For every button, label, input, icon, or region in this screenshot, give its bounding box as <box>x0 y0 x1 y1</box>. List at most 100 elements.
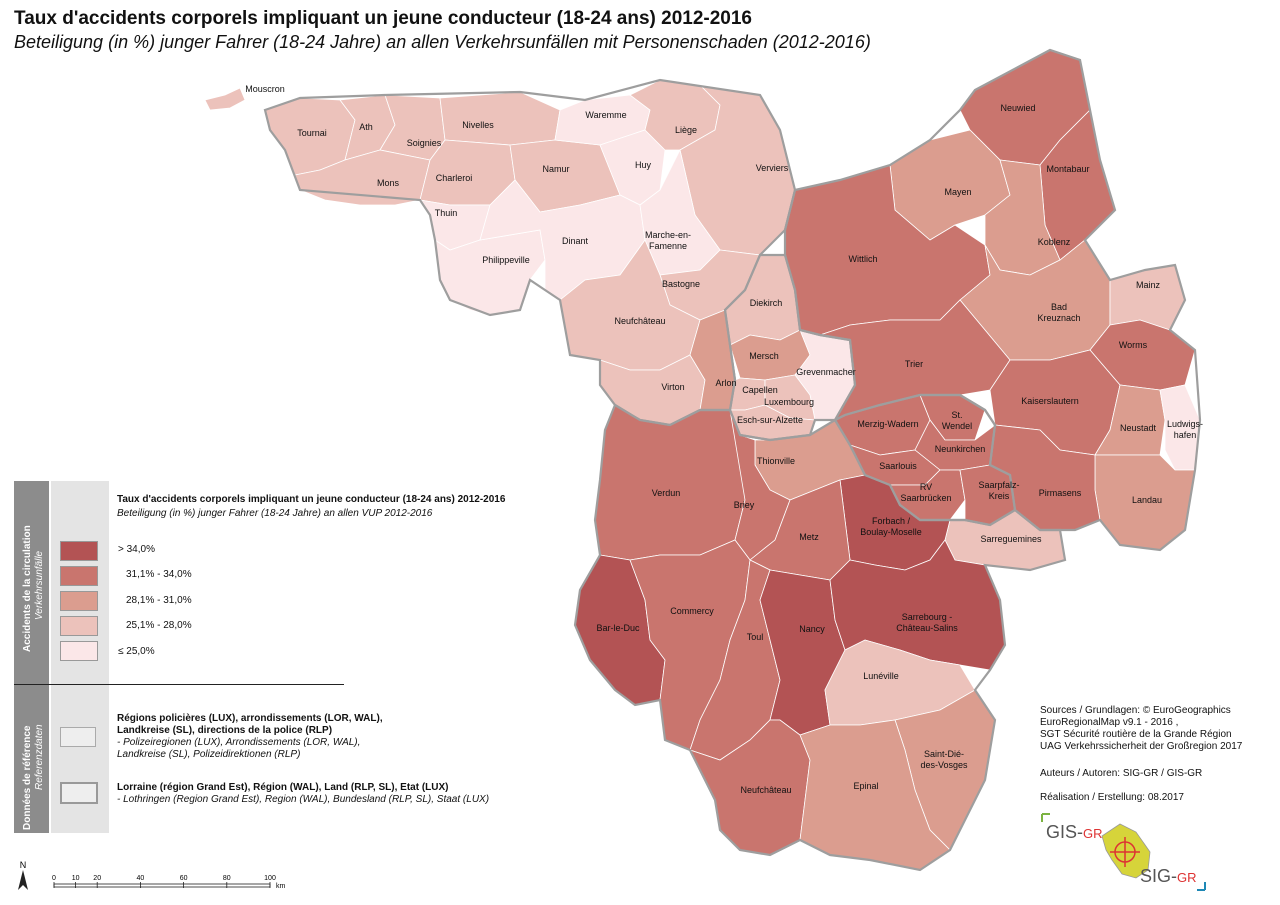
region-label: Mainz <box>1136 280 1161 290</box>
region-mouscron <box>204 87 246 111</box>
region-label: Huy <box>635 160 652 170</box>
legend-side-label-accidents-de: Verkehrsunfälle <box>34 550 45 620</box>
legend-swatch-5 <box>60 641 98 661</box>
region-label: Metz <box>799 532 819 542</box>
logo-gis-text: GIS-GR <box>1046 822 1103 842</box>
region-label: St. Wendel <box>942 410 972 431</box>
region-label: Sarrebourg -Château-Salins <box>896 612 958 633</box>
region-label: Landau <box>1132 495 1162 505</box>
legend-ref-thick-border <box>60 782 98 804</box>
region-label: Kaiserslautern <box>1021 396 1079 406</box>
region-label: Briey <box>734 500 755 510</box>
legend-side-label-reference-de: Referenzdaten <box>34 724 45 790</box>
authors-text: Auteurs / Autoren: SIG-GR / GIS-GR <box>1040 768 1203 779</box>
region-label: Neustadt <box>1120 423 1157 433</box>
north-label: N <box>20 860 27 870</box>
logo-sig-text: SIG-GR <box>1140 866 1197 886</box>
region-label: Thionville <box>757 456 795 466</box>
scale-unit: km <box>276 883 286 890</box>
state-borders <box>263 48 1202 872</box>
legend-swatch-4 <box>60 616 98 636</box>
region-label: RV Saarbrücken <box>900 482 951 503</box>
sources-block: Sources / Grundlagen: © EuroGeographics … <box>1040 705 1243 752</box>
region-label: Capellen <box>742 385 778 395</box>
scale-tick-label: 100 <box>264 875 276 882</box>
legend-class-1: > 34,0% <box>118 544 155 555</box>
region-label: Grevenmacher <box>796 367 856 377</box>
region-label: Toul <box>747 632 764 642</box>
region-label: Mersch <box>749 351 779 361</box>
region-label: Bar-le-Duc <box>596 623 640 633</box>
region-label: Verdun <box>652 488 681 498</box>
region-label: Ludwigs-hafen <box>1167 419 1203 440</box>
north-arrow-icon <box>18 870 28 890</box>
region-label: Liège <box>675 125 697 135</box>
region-label: Neufchâteau <box>614 316 665 326</box>
region-label: Bastogne <box>662 279 700 289</box>
region-label: Bad Kreuznach <box>1037 302 1080 323</box>
region-label: Philippeville <box>482 255 530 265</box>
legend-class-4: 25,1% - 28,0% <box>126 620 192 631</box>
region-label: Commercy <box>670 606 714 616</box>
region-label: Mayen <box>944 187 971 197</box>
legend-class-3: 28,1% - 31,0% <box>126 595 192 606</box>
region-label: Forbach / Boulay-Moselle <box>860 516 922 537</box>
legend-swatch-2 <box>60 566 98 586</box>
region-label: Ath <box>359 122 373 132</box>
legend-divider <box>14 684 344 685</box>
region-label: Trier <box>905 359 923 369</box>
legend-ref-2: Lorraine (région Grand Est), Région (WAL… <box>117 782 490 805</box>
region-label: Verviers <box>756 163 789 173</box>
legend-subtitle: Beteiligung (in %) junger Fahrer (18-24 … <box>117 508 433 519</box>
region-label: Neunkirchen <box>935 444 986 454</box>
region-label: Waremme <box>585 110 626 120</box>
legend-title: Taux d'accidents corporels impliquant un… <box>117 494 506 505</box>
region-label: Charleroi <box>436 173 473 183</box>
map-title: Taux d'accidents corporels impliquant un… <box>14 8 752 29</box>
region-label: Neuwied <box>1000 103 1035 113</box>
region-label: Dinant <box>562 236 589 246</box>
scale-tick-label: 60 <box>180 875 188 882</box>
legend-side-bar <box>14 481 49 833</box>
region-label: Saint-Dié-des-Vosges <box>920 749 968 770</box>
scale-tick-label: 0 <box>52 875 56 882</box>
region-label: Luxembourg <box>764 397 814 407</box>
scale-tick-label: 10 <box>72 875 80 882</box>
region-label: Mouscron <box>245 84 285 94</box>
region-verdun <box>594 404 756 561</box>
region-label: Arlon <box>715 378 736 388</box>
region-label: Soignies <box>407 138 442 148</box>
region-label: Montabaur <box>1046 164 1089 174</box>
region-label: Diekirch <box>750 298 783 308</box>
region-label: Esch-sur-Alzette <box>737 415 803 425</box>
region-label: Neufchâteau <box>740 785 791 795</box>
region-label: Wittlich <box>849 254 878 264</box>
region-nivelles <box>439 91 561 146</box>
gis-gr-logo <box>1041 813 1206 891</box>
region-label: Pirmasens <box>1039 488 1082 498</box>
legend-ref-thin-border <box>60 727 96 747</box>
region-label: Namur <box>542 164 569 174</box>
region-label: Koblenz <box>1038 237 1071 247</box>
scale-tick-label: 20 <box>93 875 101 882</box>
region-label: Marche-en-Famenne <box>645 230 691 251</box>
region-label: Merzig-Wadern <box>857 419 918 429</box>
legend-ref-1: Régions policières (LUX), arrondissement… <box>117 713 383 760</box>
region-label: Saarpfalz-Kreis <box>978 480 1019 501</box>
region-label: Nivelles <box>462 120 494 130</box>
region-label: Epinal <box>853 781 878 791</box>
region-label: Worms <box>1119 340 1148 350</box>
legend-swatch-1 <box>60 541 98 561</box>
legend-swatch-3 <box>60 591 98 611</box>
legend-class-2: 31,1% - 34,0% <box>126 569 192 580</box>
region-label: Lunéville <box>863 671 899 681</box>
region-label: Mons <box>377 178 400 188</box>
realisation-text: Réalisation / Erstellung: 08.2017 <box>1040 792 1184 803</box>
region-label: Virton <box>661 382 684 392</box>
region-label: Thuin <box>435 208 458 218</box>
map-subtitle: Beteiligung (in %) junger Fahrer (18-24 … <box>14 32 871 52</box>
region-label: Tournai <box>297 128 327 138</box>
